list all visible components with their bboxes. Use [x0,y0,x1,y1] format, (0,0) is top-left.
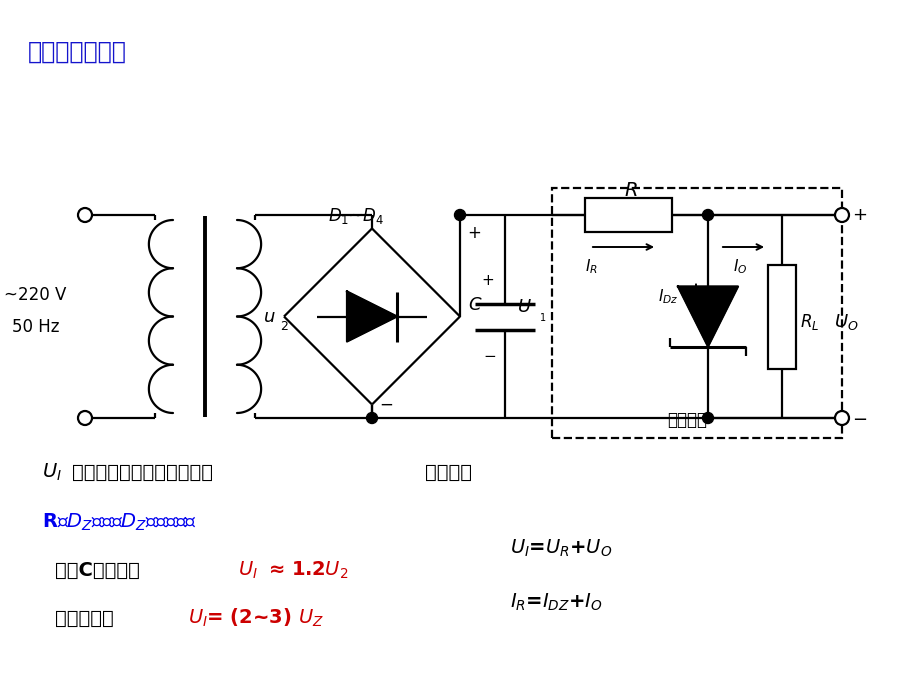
Text: 稳压电路: 稳压电路 [666,411,706,429]
Text: 为经整流、滤波后的电压。: 为经整流、滤波后的电压。 [72,462,213,482]
Circle shape [834,208,848,222]
Text: $-$: $-$ [379,395,392,413]
Circle shape [366,413,377,424]
Text: 50 Hz: 50 Hz [12,317,60,335]
Text: $u$: $u$ [263,308,276,326]
Text: $U_I$= (2~3) $U_Z$: $U_I$= (2~3) $U_Z$ [187,607,323,629]
Text: $R_L$: $R_L$ [800,311,819,331]
Text: $D_1$~$D_4$: $D_1$~$D_4$ [328,206,384,226]
Circle shape [702,210,713,221]
Bar [551,188,841,438]
Text: $I_R$: $I_R$ [584,257,597,277]
Bar [767,264,795,368]
Polygon shape [346,291,397,342]
Circle shape [834,411,848,425]
Text: $I_{Dz}$: $I_{Dz}$ [657,287,677,306]
Text: $R$: $R$ [623,181,637,199]
Text: $U_I$=$U_R$+$U_O$: $U_I$=$U_R$+$U_O$ [509,538,612,559]
Text: $U_I$: $U_I$ [42,462,62,482]
Circle shape [78,411,92,425]
Text: $_1$: $_1$ [539,310,546,324]
Text: 一般地，取: 一般地，取 [55,609,120,627]
Text: $-$: $-$ [851,409,867,427]
Text: $U_O$: $U_O$ [834,311,857,331]
Text: 如果C足够大，: 如果C足够大， [55,560,140,580]
Circle shape [78,208,92,222]
Polygon shape [677,286,737,346]
Text: +: + [467,224,481,242]
Text: $-$: $-$ [482,347,495,362]
Text: $I_R$=$I_{DZ}$+$I_O$: $I_R$=$I_{DZ}$+$I_O$ [509,591,602,613]
Text: 由电路图: 由电路图 [425,462,471,482]
Bar [584,198,671,232]
Circle shape [454,210,465,221]
Text: $I_O$: $I_O$ [732,257,746,277]
Text: +: + [481,273,494,288]
Text: 2: 2 [279,320,288,333]
Text: $U_I$: $U_I$ [238,560,257,581]
Text: ≈ 1.2$U_2$: ≈ 1.2$U_2$ [267,560,348,581]
Text: ~220 V: ~220 V [4,286,66,304]
Text: $C$: $C$ [468,295,482,313]
Text: 稳压管稳压电路: 稳压管稳压电路 [28,40,127,64]
Text: $U$: $U$ [516,297,531,315]
Circle shape [702,413,713,424]
Text: R与$D_Z$串联，$D_Z$与负载并联: R与$D_Z$串联，$D_Z$与负载并联 [42,511,197,533]
Text: +: + [851,206,866,224]
